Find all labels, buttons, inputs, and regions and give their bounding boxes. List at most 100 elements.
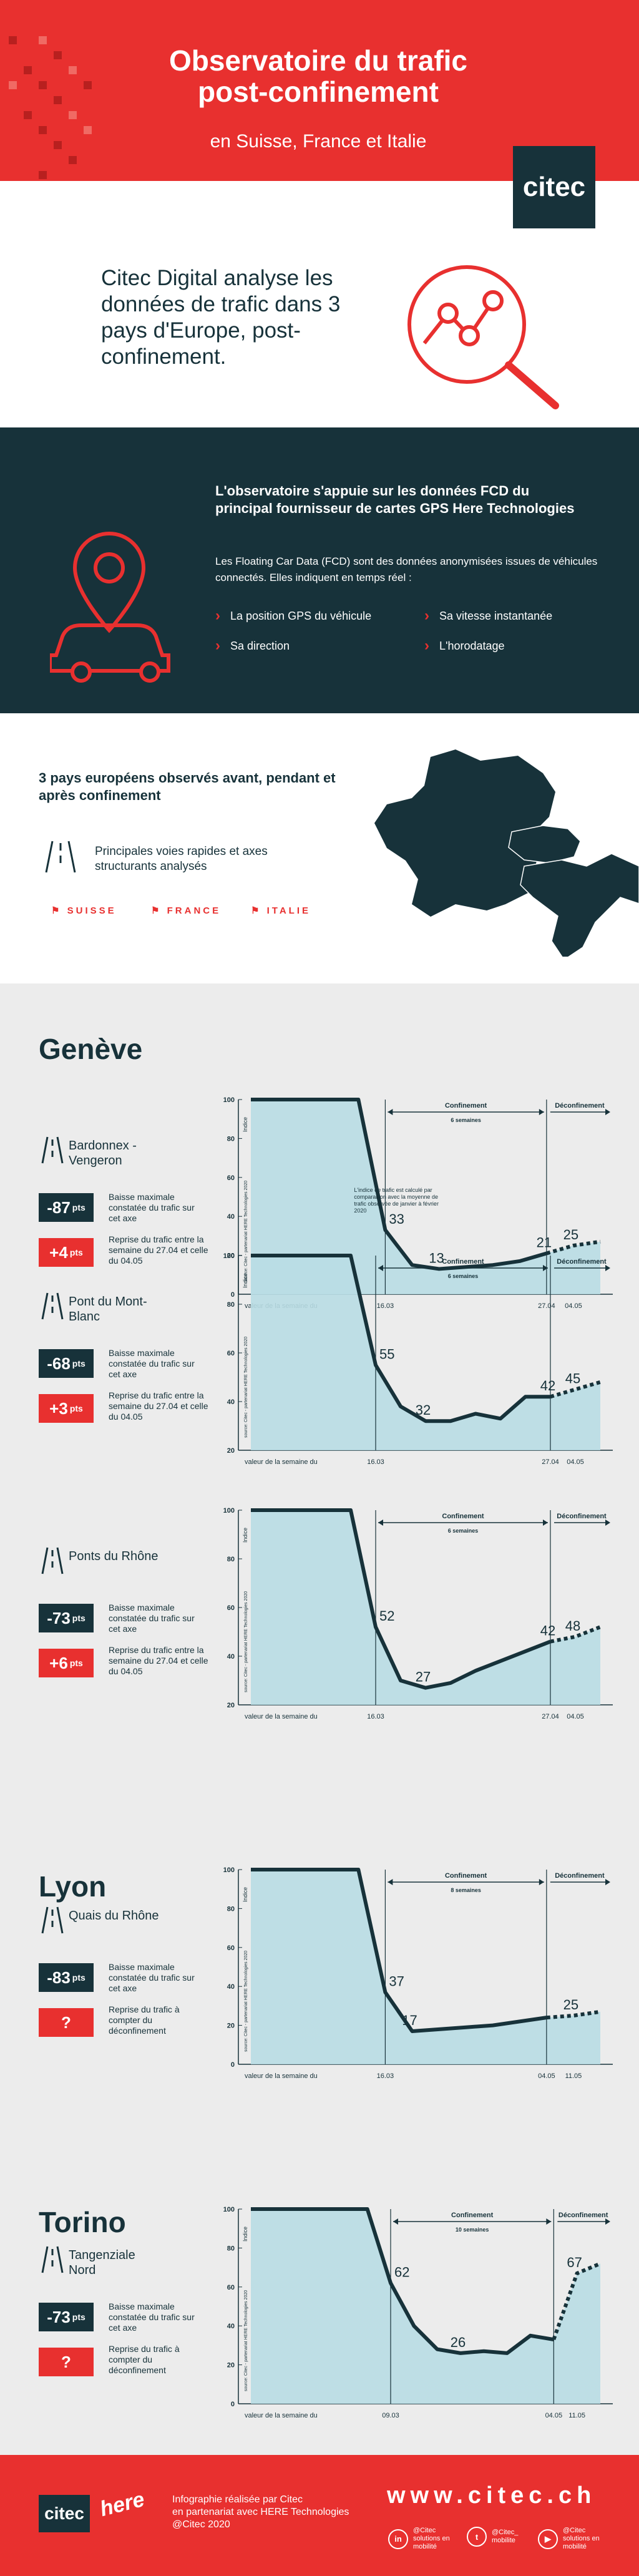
x-tick-label: 16.03 [377,2072,394,2080]
website-link[interactable]: www.citec.ch [387,2482,597,2509]
map-suisse [508,825,581,864]
flag-label: ITALIE [266,905,311,916]
data-label: 55 [379,1347,394,1362]
arrow-head [378,1265,383,1271]
social-label: @Citec solutions en mobilité [413,2527,450,2550]
youtube-link[interactable]: ▶ @Citec solutions en mobilité [538,2527,613,2551]
arrow-head [605,2218,610,2225]
x-tick-label: 11.05 [565,2072,582,2080]
data-label: 45 [565,1371,580,1387]
linkedin-link[interactable]: in @Citec solutions en mobilité [388,2527,463,2551]
traffic-line-projection [546,2009,601,2020]
x-axis-label: valeur de la semaine du [245,1458,318,1466]
logo-text: citec [522,172,586,202]
road-icon [41,1136,64,1164]
weeks-label: 6 semaines [448,1528,479,1534]
y-tick-label: 80 [227,1301,235,1309]
x-tick-label: 27.04 [538,1302,555,1310]
traffic-line-projection [550,1625,602,1644]
y-tick-label: 100 [223,1252,235,1260]
y-tick-label: 80 [227,1556,235,1563]
twitter-link[interactable]: t @Citec_ mobilite [467,2527,535,2547]
y-tick-label: 40 [227,1983,235,1991]
x-tick-label: 27.04 [542,1713,559,1720]
y-tick-label: 100 [223,1866,235,1874]
pixel-square [69,111,77,119]
flag-france: ⚑ FRANCE [151,905,222,916]
pixel-square [24,111,32,119]
y-tick-label: 20 [227,2022,235,2030]
drop-description: Baisse maximale constatée du trafic sur … [109,1962,195,1993]
traffic-area [251,1256,600,1450]
y-axis-label: Indice [242,2227,248,2242]
axis-name: Pont du Mont-Blanc [69,1295,147,1324]
drop-description: Baisse maximale constatée du trafic sur … [109,1603,195,1634]
y-tick-label: 100 [223,1096,235,1104]
data-label: 13 [429,1250,444,1266]
data-label: 27 [416,1669,431,1685]
road-icon [45,841,76,873]
bullet-speed: › Sa vitesse instantanée [424,607,552,625]
recovery-badge: ? [39,2348,94,2376]
y-tick-label: 80 [227,2245,235,2252]
pts-unit: pts [69,1403,83,1413]
x-tick-label: 27.04 [542,1458,559,1466]
drop-badge: -73 pts [39,1604,94,1632]
data-label: 32 [416,1402,431,1418]
pts-unit: pts [72,1613,85,1623]
recovery-description: Reprise du trafic entre la semaine du 27… [109,1234,208,1266]
recovery-description: Reprise du trafic à compter du déconfine… [109,2004,180,2036]
y-tick-label: 40 [227,1213,235,1221]
citec-logo: citec [513,146,595,228]
traffic-line [251,1254,550,1423]
recovery-description: Reprise du trafic entre la semaine du 27… [109,1390,208,1422]
recovery-badge: +6 pts [39,1649,94,1677]
title-line-1: Observatoire du trafic [168,44,468,77]
recovery-value: +4 [49,1242,68,1262]
x-tick-label: 16.03 [367,1713,384,1720]
arrow-head [605,1520,610,1526]
y-tick-label: 0 [231,2061,235,2069]
y-tick-label: 100 [223,2206,235,2213]
drop-value: -83 [47,1968,71,1987]
drop-badge: -68 pts [39,1349,94,1378]
pixel-square [84,81,92,89]
linkedin-icon: in [388,2529,408,2549]
arrow-head [605,1265,610,1271]
drop-description: Baisse maximale constatée du trafic sur … [109,2301,195,2333]
confinement-label: Confinement [442,1258,484,1266]
pixel-square [54,96,62,104]
credit-line: @Citec 2020 [172,2519,230,2530]
x-tick-label: 04.05 [538,2072,555,2080]
social-label: @Citec_ mobilite [492,2529,519,2544]
credit-line: en partenariat avec HERE Technologies [172,2507,349,2517]
data-label: 48 [565,1618,580,1634]
traffic-line-projection [550,1380,601,1399]
footer-citec-logo: citec [39,2495,90,2532]
drop-value: -68 [47,1354,71,1373]
pts-unit: pts [72,1973,85,1983]
youtube-icon: ▶ [538,2529,558,2549]
y-tick-label: 40 [227,1653,235,1661]
traffic-line [251,1868,547,2033]
arrow-head [539,1109,544,1115]
page-title: Observatoire du trafic post-confinement [137,45,499,107]
city-title-geneve: Genève [39,1033,143,1065]
charts-section: Genève Lyon Torino Bardonnex -Vengeron -8… [0,983,639,2455]
axis-name: Ponts du Rhône [69,1549,159,1563]
twitter-icon: t [467,2527,487,2547]
road-icon [41,2246,64,2273]
pixel-square [84,126,92,134]
pts-unit: pts [69,1658,83,1668]
recovery-badge: ? [39,2008,94,2037]
traffic-area [251,1870,600,2064]
arrow-head [388,1879,393,1885]
arrow-head [388,1109,393,1115]
deconfinement-label: Déconfinement [559,2212,608,2219]
data-label: 37 [389,1974,404,1989]
data-label: 26 [451,2334,466,2350]
intro-text: Citec Digital analyse les données de tra… [101,266,341,369]
recovery-value: +3 [49,1398,68,1418]
